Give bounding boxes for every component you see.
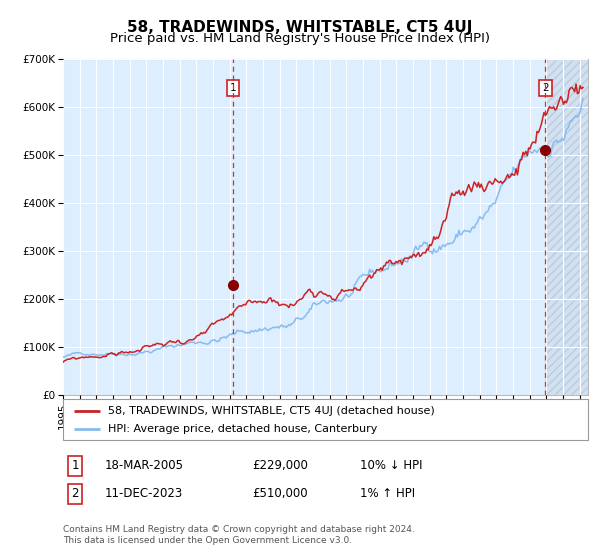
- Text: 18-MAR-2005: 18-MAR-2005: [105, 459, 184, 473]
- Text: HPI: Average price, detached house, Canterbury: HPI: Average price, detached house, Cant…: [107, 424, 377, 434]
- Text: 1% ↑ HPI: 1% ↑ HPI: [360, 487, 415, 501]
- Text: 58, TRADEWINDS, WHITSTABLE, CT5 4UJ: 58, TRADEWINDS, WHITSTABLE, CT5 4UJ: [127, 20, 473, 35]
- Text: 1: 1: [230, 83, 236, 92]
- Text: 1: 1: [71, 459, 79, 473]
- Bar: [545, 59, 588, 395]
- Text: £229,000: £229,000: [252, 459, 308, 473]
- Text: £510,000: £510,000: [252, 487, 308, 501]
- Bar: [545, 59, 588, 395]
- FancyBboxPatch shape: [63, 399, 588, 440]
- Text: Price paid vs. HM Land Registry's House Price Index (HPI): Price paid vs. HM Land Registry's House …: [110, 32, 490, 45]
- Text: 2: 2: [71, 487, 79, 501]
- Text: 2: 2: [542, 83, 548, 92]
- Text: 10% ↓ HPI: 10% ↓ HPI: [360, 459, 422, 473]
- Text: 11-DEC-2023: 11-DEC-2023: [105, 487, 183, 501]
- Text: 58, TRADEWINDS, WHITSTABLE, CT5 4UJ (detached house): 58, TRADEWINDS, WHITSTABLE, CT5 4UJ (det…: [107, 405, 434, 416]
- Text: Contains HM Land Registry data © Crown copyright and database right 2024.
This d: Contains HM Land Registry data © Crown c…: [63, 525, 415, 545]
